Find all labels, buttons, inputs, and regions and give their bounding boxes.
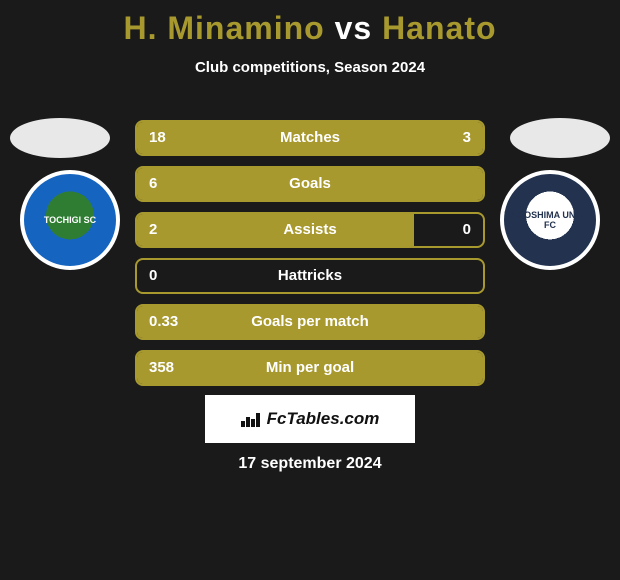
team-crest-left: TOCHIGI SC [20, 170, 120, 270]
player-photo-left [10, 118, 110, 158]
bar-label: Assists [137, 214, 483, 246]
crest-left-text: TOCHIGI SC [44, 215, 96, 225]
fctables-label: FcTables.com [267, 409, 380, 429]
stat-bar: 358Min per goal [135, 350, 485, 386]
stat-bar: 2Assists0 [135, 212, 485, 248]
stat-bar: 0Hattricks [135, 258, 485, 294]
bar-label: Min per goal [137, 352, 483, 384]
stat-bars: 18Matches36Goals2Assists00Hattricks0.33G… [135, 120, 485, 396]
header: H. Minamino vs Hanato Club competitions,… [0, 0, 620, 76]
bar-label: Goals per match [137, 306, 483, 338]
stat-bar: 0.33Goals per match [135, 304, 485, 340]
stat-bar: 18Matches3 [135, 120, 485, 156]
fctables-watermark: FcTables.com [205, 395, 415, 443]
title-player2: Hanato [382, 10, 496, 46]
chart-icon [241, 411, 261, 427]
title-player1: H. Minamino [123, 10, 324, 46]
bar-label: Goals [137, 168, 483, 200]
player-photo-right [510, 118, 610, 158]
title-vs: vs [325, 10, 382, 46]
bar-label: Matches [137, 122, 483, 154]
date: 17 september 2024 [0, 455, 620, 473]
bar-value-right: 0 [463, 214, 471, 246]
bar-label: Hattricks [137, 260, 483, 292]
page-title: H. Minamino vs Hanato [0, 10, 620, 47]
stat-bar: 6Goals [135, 166, 485, 202]
bar-value-right: 3 [463, 122, 471, 154]
team-crest-right: KAGOSHIMA UNITED FC [500, 170, 600, 270]
crest-right-text: KAGOSHIMA UNITED FC [504, 210, 596, 230]
subtitle: Club competitions, Season 2024 [0, 59, 620, 76]
